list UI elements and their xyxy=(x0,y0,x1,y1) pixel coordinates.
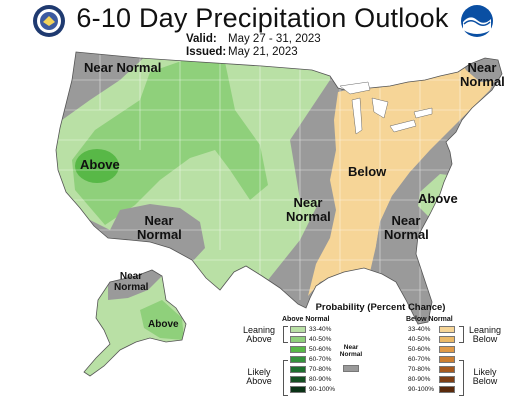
zone-near-normal-nw xyxy=(60,52,150,120)
valid-line: Valid: May 27 - 31, 2023 xyxy=(186,33,321,45)
leaning-below-bracket xyxy=(459,326,464,343)
issued-line: Issued: May 21, 2023 xyxy=(186,46,298,58)
legend-near-normal-swatch xyxy=(343,365,359,372)
legend: Probability (Percent Chance) Above Norma… xyxy=(238,302,523,402)
noaa-logo-icon xyxy=(461,5,493,37)
legend-below-swatch-3 xyxy=(439,346,455,353)
legend-above-header: Above Normal xyxy=(282,316,330,323)
zone-above-40-50 xyxy=(72,58,268,225)
legend-above-range-2: 40-50% xyxy=(309,336,332,343)
issued-date: May 21, 2023 xyxy=(228,46,298,58)
issued-label: Issued: xyxy=(186,46,227,58)
conus-zones xyxy=(56,52,502,324)
likely-above-bracket xyxy=(283,360,288,396)
legend-above-range-3: 50-60% xyxy=(309,346,332,353)
legend-near-normal-label: Near Normal xyxy=(339,344,363,358)
legend-below-range-6: 80-90% xyxy=(408,376,431,383)
legend-below-range-5: 70-80% xyxy=(408,366,431,373)
label-above-nc: Above xyxy=(418,191,458,206)
label-near-normal-ne: Near Normal xyxy=(460,60,505,89)
label-near-normal-nw: Near Normal xyxy=(84,60,162,75)
legend-above-swatch-6 xyxy=(290,376,306,383)
legend-above-swatch-1 xyxy=(290,326,306,333)
legend-likely-above: Likely Above xyxy=(246,367,272,387)
legend-below-swatch-7 xyxy=(439,386,455,393)
legend-leaning-above: Leaning Above xyxy=(242,325,276,345)
legend-above-swatch-7 xyxy=(290,386,306,393)
legend-below-range-4: 60-70% xyxy=(408,356,431,363)
great-lakes xyxy=(339,81,433,135)
label-near-normal-central: Near Normal xyxy=(286,195,331,224)
legend-below-swatch-5 xyxy=(439,366,455,373)
label-near-normal-se: Near Normal xyxy=(384,213,429,242)
state-borders xyxy=(56,52,502,324)
legend-above-range-7: 90-100% xyxy=(309,386,336,393)
legend-above-range-5: 70-80% xyxy=(309,366,332,373)
legend-above-swatch-3 xyxy=(290,346,306,353)
label-ak-near-normal: Near Normal xyxy=(114,271,149,293)
legend-below-swatch-6 xyxy=(439,376,455,383)
legend-likely-below: Likely Below xyxy=(472,367,498,387)
legend-above-swatch-5 xyxy=(290,366,306,373)
likely-below-bracket xyxy=(459,360,464,396)
legend-above-range-4: 60-70% xyxy=(309,356,332,363)
legend-below-swatch-2 xyxy=(439,336,455,343)
legend-below-swatch-4 xyxy=(439,356,455,363)
ak-zone-near-normal xyxy=(108,270,162,300)
zone-above-50-60 xyxy=(75,149,119,183)
legend-above-swatch-4 xyxy=(290,356,306,363)
valid-dates: May 27 - 31, 2023 xyxy=(228,33,321,45)
legend-below-range-2: 40-50% xyxy=(408,336,431,343)
legend-title: Probability (Percent Chance) xyxy=(315,302,446,313)
leaning-above-bracket xyxy=(283,326,288,343)
legend-below-header: Below Normal xyxy=(406,316,453,323)
zone-near-normal-sw xyxy=(110,204,205,262)
legend-above-range-6: 80-90% xyxy=(309,376,332,383)
legend-below-range-7: 90-100% xyxy=(408,386,435,393)
label-above-ca: Above xyxy=(80,157,120,172)
legend-below-range-1: 33-40% xyxy=(408,326,431,333)
legend-leaning-below: Leaning Below xyxy=(468,325,502,345)
legend-below-swatch-1 xyxy=(439,326,455,333)
legend-below-range-3: 50-60% xyxy=(408,346,431,353)
legend-above-swatch-2 xyxy=(290,336,306,343)
label-below-east: Below xyxy=(348,164,387,179)
legend-above-range-1: 33-40% xyxy=(309,326,332,333)
page-title: 6-10 Day Precipitation Outlook xyxy=(76,3,449,33)
label-near-normal-sw: Near Normal xyxy=(137,213,182,242)
ak-zone-above-40-50 xyxy=(140,300,184,340)
doc-seal-icon xyxy=(33,5,65,37)
valid-label: Valid: xyxy=(186,33,217,45)
label-ak-above: Above xyxy=(148,319,179,330)
